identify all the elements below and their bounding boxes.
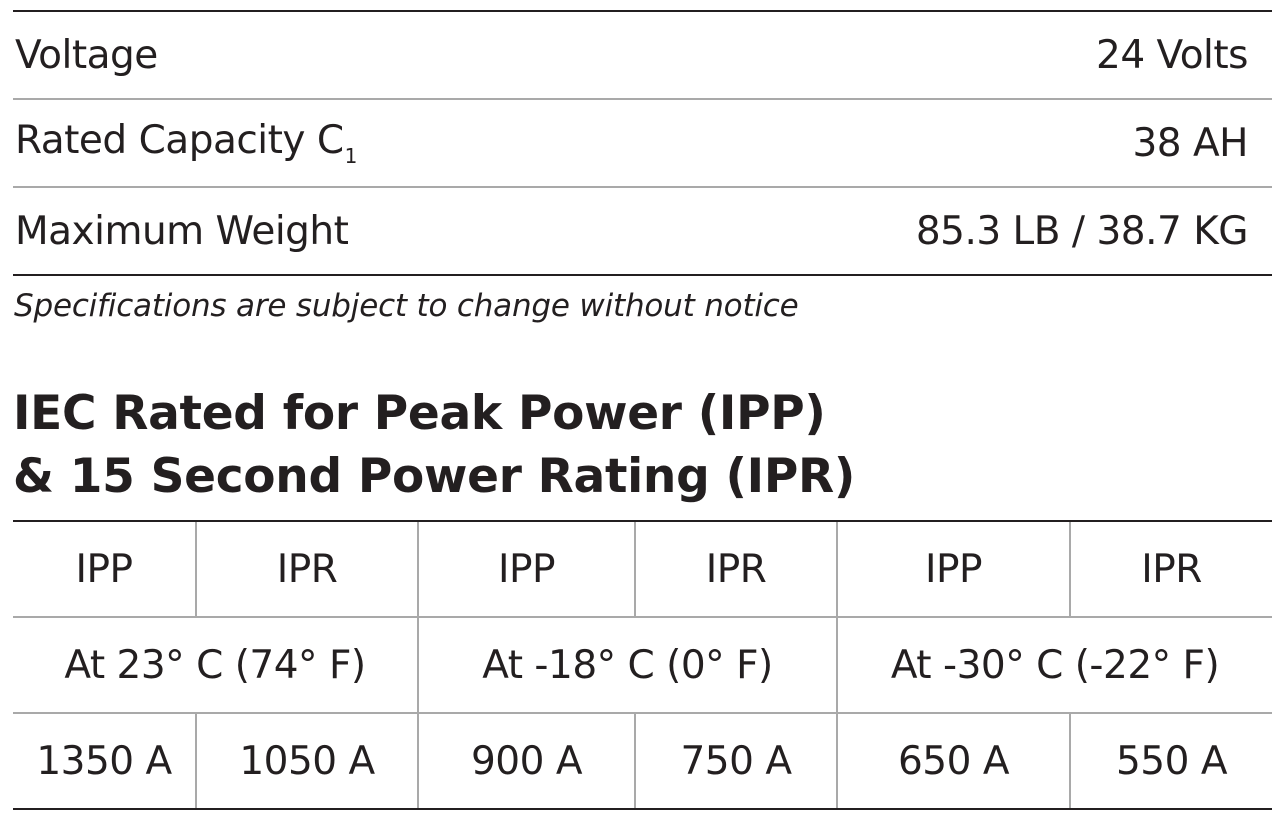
value-cell-ipr-minus-18c: 750 A [634, 713, 837, 810]
header-cell-ipp-3: IPP [836, 520, 1070, 618]
spec-table: Voltage 24 Volts Rated Capacity C1 38 AH… [13, 10, 1272, 276]
section-heading: IEC Rated for Peak Power (IPP) & 15 Seco… [13, 382, 855, 508]
condition-cell-minus-30c: At -30° C (-22° F) [836, 617, 1272, 714]
spec-row-maximum-weight: Maximum Weight 85.3 LB / 38.7 KG [13, 186, 1272, 274]
header-cell-ipr-2: IPR [634, 520, 837, 618]
spec-value-voltage: 24 Volts [1096, 32, 1248, 78]
power-value-row: 1350 A 1050 A 900 A 750 A 650 A 550 A [13, 713, 1272, 810]
value-cell-ipp-23c: 1350 A [13, 713, 196, 810]
spec-row-voltage: Voltage 24 Volts [13, 12, 1272, 98]
power-header-row: IPP IPR IPP IPR IPP IPR [13, 520, 1272, 618]
value-cell-ipr-minus-30c: 550 A [1069, 713, 1272, 810]
header-cell-ipp-2: IPP [417, 520, 635, 618]
specifications-note: Specifications are subject to change wit… [14, 288, 799, 324]
value-cell-ipp-minus-30c: 650 A [836, 713, 1070, 810]
spec-value-maximum-weight: 85.3 LB / 38.7 KG [915, 208, 1249, 254]
spec-label-rated-capacity: Rated Capacity C1 [13, 118, 357, 168]
spec-label-rated-capacity-text: Rated Capacity C [15, 118, 344, 163]
section-heading-line-1: IEC Rated for Peak Power (IPP) [13, 386, 826, 441]
spec-label-maximum-weight: Maximum Weight [15, 208, 349, 254]
condition-cell-23c: At 23° C (74° F) [13, 617, 418, 714]
condition-cell-minus-18c: At -18° C (0° F) [417, 617, 837, 714]
section-heading-line-2: & 15 Second Power Rating (IPR) [13, 449, 856, 504]
header-cell-ipr-1: IPR [195, 520, 418, 618]
value-cell-ipp-minus-18c: 900 A [417, 713, 635, 810]
value-cell-ipr-23c: 1050 A [195, 713, 418, 810]
spec-label-voltage: Voltage [15, 32, 158, 78]
spec-row-rated-capacity: Rated Capacity C1 38 AH [13, 98, 1272, 186]
power-rating-table: IPP IPR IPP IPR IPP IPR At 23° C (74° F)… [13, 520, 1272, 810]
header-cell-ipp-1: IPP [13, 520, 196, 618]
header-cell-ipr-3: IPR [1069, 520, 1272, 618]
power-condition-row: At 23° C (74° F) At -18° C (0° F) At -30… [13, 617, 1272, 714]
spec-label-rated-capacity-subscript: 1 [344, 144, 358, 168]
spec-value-rated-capacity: 38 AH [1132, 120, 1248, 166]
